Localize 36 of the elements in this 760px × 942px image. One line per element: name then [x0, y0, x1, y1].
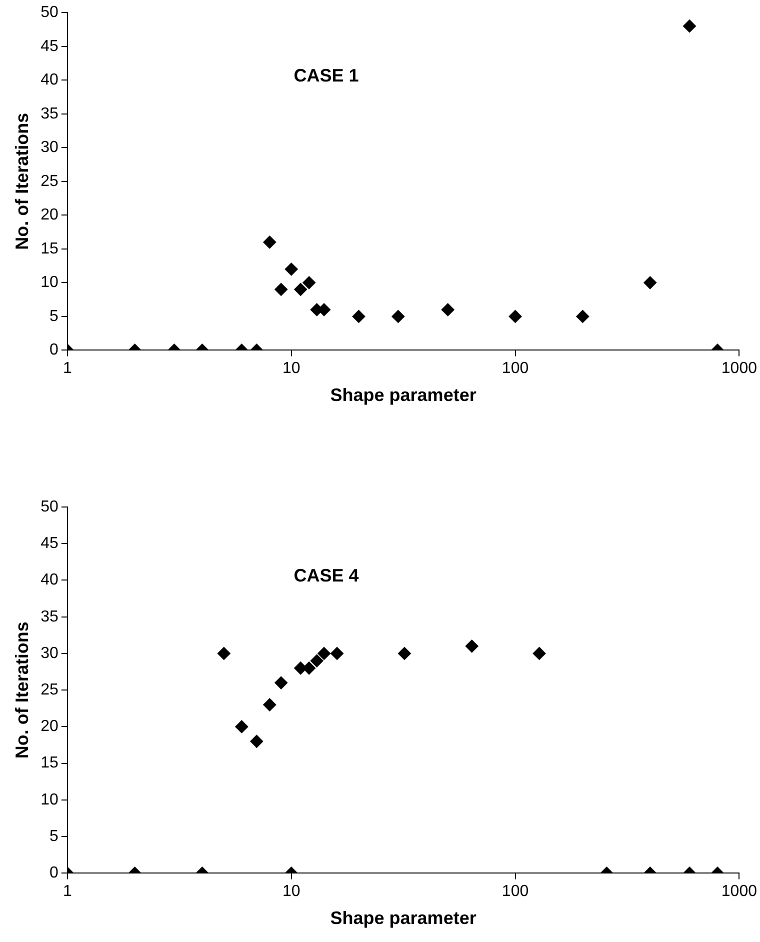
y-tick-label: 5 [49, 828, 58, 845]
x-tick-label: 1 [62, 883, 72, 900]
y-tick-label: 5 [49, 308, 58, 325]
y-tick-label: 40 [40, 72, 58, 89]
y-axis-title: No. of Iterations [12, 622, 32, 759]
y-tick-label: 40 [40, 572, 58, 589]
x-tick-label: 1000 [721, 360, 758, 378]
x-tick-label: 10 [282, 360, 300, 378]
annotation: CASE 1 [294, 66, 359, 86]
annotation: CASE 4 [294, 566, 359, 586]
y-tick-label: 45 [40, 38, 58, 55]
y-axis-title: No. of Iterations [12, 112, 32, 250]
x-tick-label: 10 [282, 883, 300, 900]
y-tick-label: 10 [40, 791, 58, 808]
y-tick-label: 20 [40, 206, 58, 224]
y-tick-label: 10 [40, 274, 58, 292]
y-tick-label: 50 [40, 498, 58, 516]
x-tick-label: 1000 [721, 883, 758, 900]
y-tick-label: 30 [40, 644, 58, 662]
y-tick-label: 25 [40, 172, 58, 190]
y-tick-label: 20 [40, 718, 58, 736]
y-tick-label: 50 [40, 4, 58, 22]
y-tick-label: 0 [49, 864, 58, 882]
x-axis-title: Shape parameter [330, 385, 476, 406]
x-tick-label: 100 [502, 883, 529, 900]
x-tick-label: 100 [502, 360, 529, 378]
y-tick-label: 35 [40, 105, 58, 122]
x-tick-label: 1 [62, 360, 72, 378]
y-tick-label: 30 [40, 139, 58, 156]
y-tick-label: 35 [40, 608, 58, 626]
y-tick-label: 25 [40, 682, 58, 699]
y-tick-label: 0 [49, 342, 58, 359]
y-tick-label: 15 [40, 240, 58, 258]
x-axis-title: Shape parameter [330, 908, 476, 928]
y-tick-label: 15 [40, 754, 58, 772]
y-tick-label: 45 [40, 535, 58, 552]
